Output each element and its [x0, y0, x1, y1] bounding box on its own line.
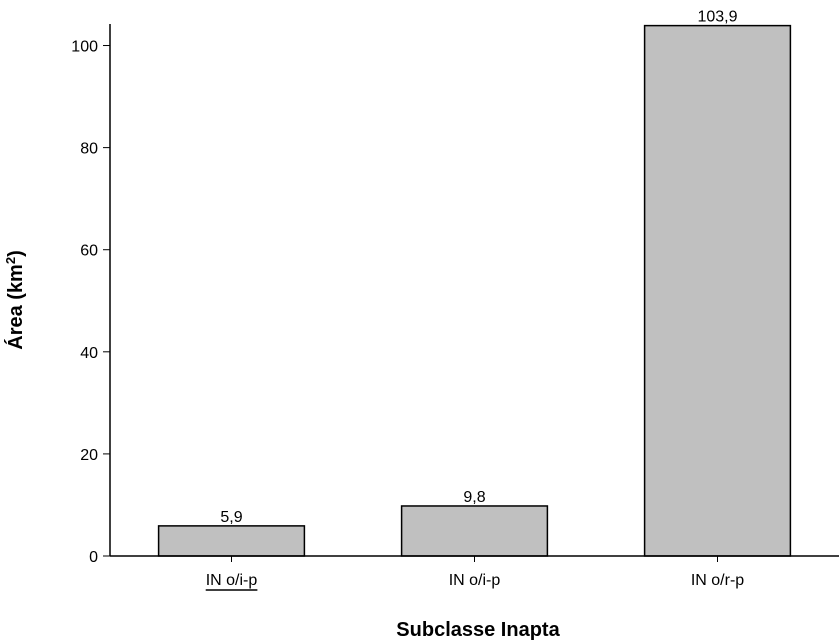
x-axis-title: Subclasse Inapta [396, 619, 560, 641]
y-tick-label: 100 [71, 39, 98, 56]
y-tick-label: 0 [89, 549, 98, 566]
data-label: 5,9 [220, 509, 242, 526]
x-tick-label: IN o/r-p [691, 572, 744, 589]
data-labels-group: 5,9 9,8 103,9 [220, 9, 737, 526]
y-tick-label: 20 [80, 447, 98, 464]
y-tick-label: 60 [80, 243, 98, 260]
y-axis-title: Área (km2) [3, 250, 28, 350]
data-label: 103,9 [697, 9, 737, 26]
y-axis-title-superscript: 2 [3, 257, 18, 264]
y-tick-label: 80 [80, 141, 98, 158]
y-axis-title-close: ) [5, 250, 27, 257]
x-axis: IN o/i-p IN o/i-p IN o/r-p [110, 555, 839, 591]
y-axis: 0 20 40 60 80 100 [71, 24, 111, 566]
y-tick-label: 40 [80, 345, 98, 362]
x-tick-label: IN o/i-p [449, 572, 501, 589]
x-tick-label: IN o/i-p [206, 572, 258, 589]
bar [643, 24, 792, 557]
bar [157, 525, 306, 557]
bars-group [157, 24, 792, 557]
data-label: 9,8 [463, 489, 485, 506]
y-axis-title-main: Área (km [4, 264, 27, 350]
bar [400, 505, 549, 557]
